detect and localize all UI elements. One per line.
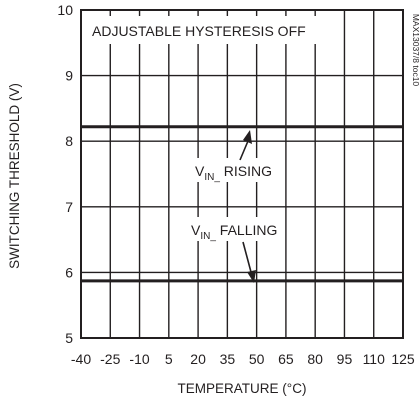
- y-axis-label: SWITCHING THRESHOLD (V): [7, 83, 22, 269]
- x-tick-label: 95: [337, 351, 353, 367]
- condition-label-bg: [86, 16, 316, 44]
- falling-label-bg: [186, 217, 282, 241]
- plot-frame: [80, 9, 404, 339]
- x-tick-label: 110: [363, 351, 386, 367]
- x-axis-label: TEMPERATURE (°C): [178, 381, 307, 396]
- y-tick-labels: 5 6 7 8 9 10: [57, 2, 73, 346]
- x-tick-label: 50: [249, 351, 265, 367]
- x-tick-label: 65: [278, 351, 294, 367]
- x-tick-label: 125: [391, 351, 415, 367]
- x-tick-label: 20: [190, 351, 206, 367]
- y-tick-label: 9: [65, 68, 73, 84]
- falling-arrow: [242, 241, 252, 273]
- series-lines: [81, 125, 403, 283]
- x-tick-label: -10: [129, 351, 149, 367]
- rising-arrow-head: [243, 130, 252, 144]
- x-tick-label: -25: [100, 351, 120, 367]
- condition-label: ADJUSTABLE HYSTERESIS OFF: [92, 23, 306, 39]
- x-tick-label: 80: [307, 351, 323, 367]
- rising-label-bg: [190, 158, 276, 182]
- y-tick-label: 6: [65, 264, 73, 280]
- y-tick-label: 7: [65, 199, 73, 215]
- y-tick-label: 5: [65, 330, 73, 346]
- x-tick-labels: -40 -25 -10 5 20 35 50 65 80 95 110 125: [71, 351, 415, 367]
- y-tick-label: 8: [65, 133, 73, 149]
- x-tick-label: 35: [220, 351, 236, 367]
- y-tick-label: 10: [57, 2, 73, 18]
- x-tick-label: 5: [165, 351, 173, 367]
- figure-id: MAX13037/8 toc10: [411, 14, 420, 87]
- falling-series-label: VIN_ FALLING: [191, 222, 277, 242]
- rising-series-label: VIN_ RISING: [195, 163, 272, 183]
- rising-arrow: [239, 140, 249, 161]
- x-tick-label: -40: [71, 351, 91, 367]
- falling-arrow-head: [247, 270, 256, 283]
